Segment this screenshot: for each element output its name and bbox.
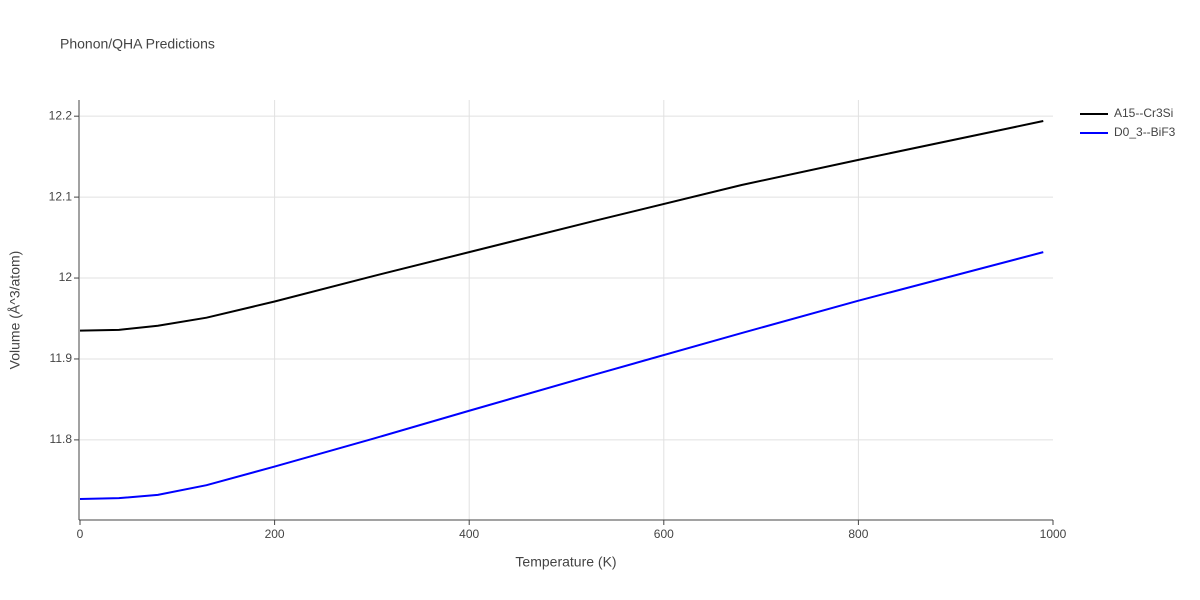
y-tick-label: 12	[59, 270, 73, 284]
x-tick-label: 1000	[1040, 527, 1067, 541]
line	[79, 251, 1044, 500]
y-axis-title: Volume (Å^3/atom)	[7, 251, 23, 370]
line	[79, 120, 1044, 332]
x-axis-title: Temperature (K)	[515, 554, 616, 570]
chart-title: Phonon/QHA Predictions	[60, 36, 215, 52]
x-tick-label: 200	[265, 527, 285, 541]
y-tick-label: 11.9	[50, 351, 73, 365]
y-tick-label: 11.8	[50, 432, 73, 446]
y-tick-label: 12.1	[49, 189, 73, 203]
legend-label: D0_3--BiF3	[1114, 125, 1176, 139]
legend-label: A15--Cr3Si	[1114, 106, 1173, 120]
x-tick-label: 600	[654, 527, 674, 541]
x-tick-label: 400	[459, 527, 479, 541]
x-tick-label: 0	[77, 527, 84, 541]
y-tick-label: 12.2	[49, 108, 73, 122]
x-tick-label: 800	[848, 527, 868, 541]
